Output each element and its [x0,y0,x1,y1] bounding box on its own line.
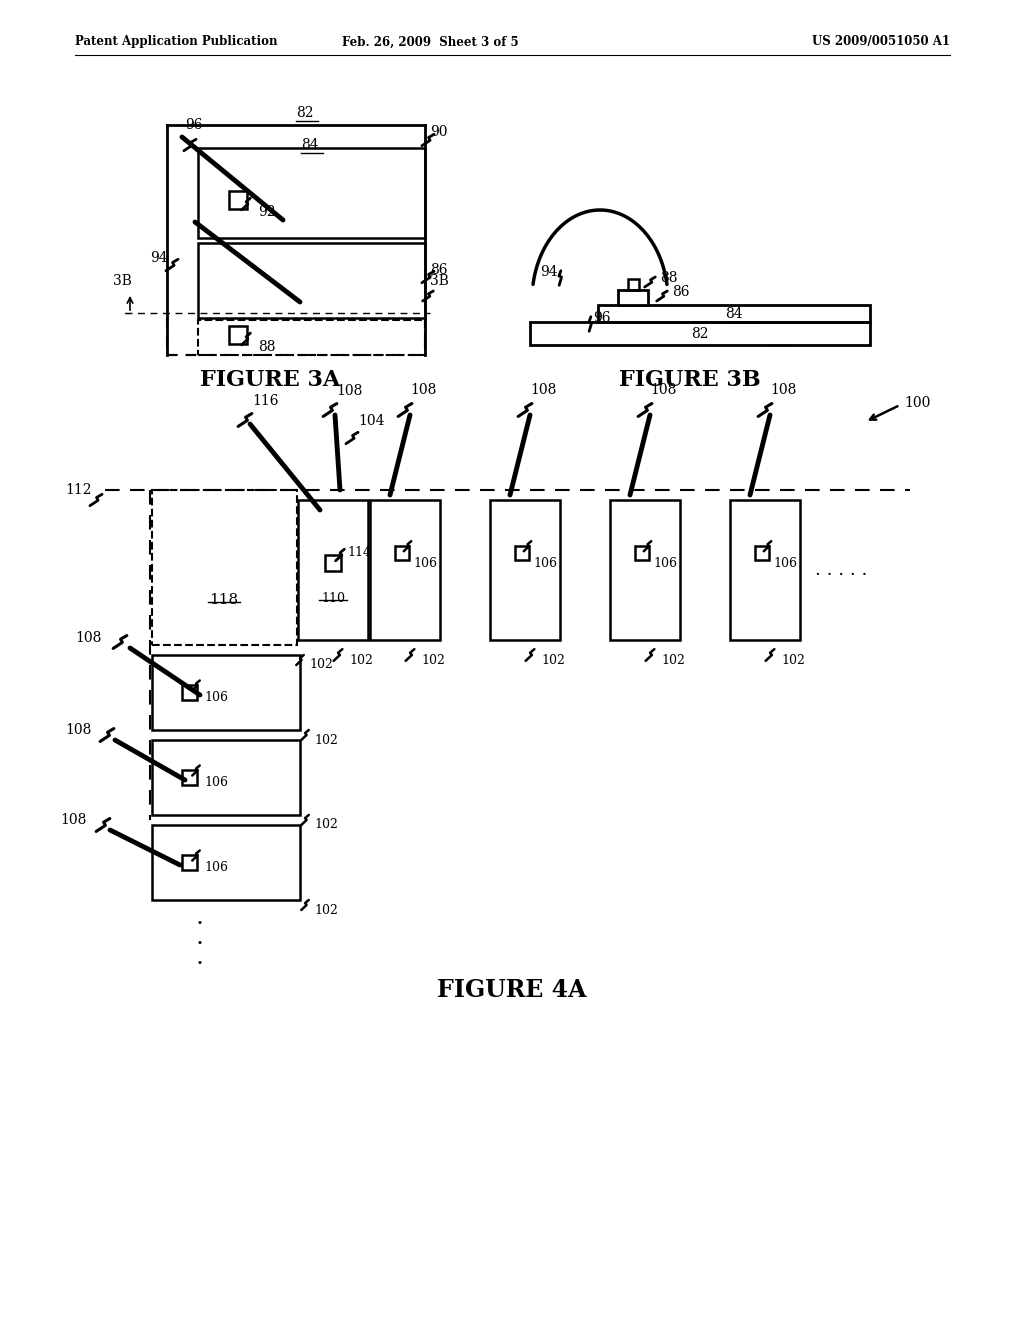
Text: 108: 108 [530,383,556,397]
Bar [152,741,300,814]
Text: 92: 92 [258,205,275,219]
Text: 102: 102 [349,653,373,667]
Bar [618,290,648,305]
Text: 100: 100 [904,396,931,411]
Text: 102: 102 [314,734,338,747]
Bar [598,305,870,322]
Text: 102: 102 [662,653,685,667]
Bar [298,500,368,640]
Bar [181,770,197,785]
Bar [152,490,297,645]
Text: 108: 108 [410,383,436,397]
Text: 102: 102 [314,818,338,832]
Text: 82: 82 [296,106,313,120]
Text: 96: 96 [185,117,203,132]
Text: 102: 102 [314,903,338,916]
Text: 106: 106 [773,557,798,570]
Text: ·: · [196,913,204,936]
Bar [181,855,197,870]
Text: 118: 118 [210,593,239,607]
Bar [152,655,300,730]
Bar [198,243,425,318]
Bar [181,685,197,700]
Text: 106: 106 [653,557,678,570]
Text: 106: 106 [204,690,228,704]
Bar [490,500,560,640]
Bar [610,500,680,640]
Text: 84: 84 [725,306,742,321]
Text: 108: 108 [770,383,797,397]
Text: Feb. 26, 2009  Sheet 3 of 5: Feb. 26, 2009 Sheet 3 of 5 [342,36,518,49]
Bar [530,322,870,345]
Text: 116: 116 [252,393,279,408]
Text: ·: · [196,953,204,977]
Text: 94: 94 [151,251,168,265]
Text: FIGURE 3A: FIGURE 3A [200,370,340,391]
Text: 90: 90 [430,125,447,139]
Text: 88: 88 [660,271,678,285]
Text: . . . . .: . . . . . [815,561,867,579]
Text: 108: 108 [650,383,677,397]
Bar [394,546,409,560]
Bar [152,825,300,900]
Text: 94: 94 [541,265,558,279]
Text: 110: 110 [321,591,345,605]
Text: 106: 106 [534,557,557,570]
Text: US 2009/0051050 A1: US 2009/0051050 A1 [812,36,950,49]
Text: Patent Application Publication: Patent Application Publication [75,36,278,49]
Text: 106: 106 [204,776,228,789]
Bar [628,279,639,290]
Text: 112: 112 [66,483,92,498]
Bar [514,546,528,560]
Bar [370,500,440,640]
Text: 102: 102 [421,653,444,667]
Text: 114: 114 [347,546,371,560]
Bar [325,554,341,572]
Text: 102: 102 [309,659,333,672]
Text: 108: 108 [60,813,86,828]
Text: 106: 106 [204,861,228,874]
Text: 108: 108 [65,723,91,737]
Bar [635,546,648,560]
Bar [730,500,800,640]
Text: FIGURE 3B: FIGURE 3B [620,370,761,391]
Text: 86: 86 [430,263,447,277]
Text: 86: 86 [672,285,689,300]
Text: 108: 108 [75,631,101,645]
Bar [198,319,425,355]
Text: 84: 84 [301,139,318,152]
Text: ·: · [196,933,204,957]
Text: 104: 104 [358,414,384,428]
Text: 102: 102 [541,653,565,667]
Text: 96: 96 [593,312,610,325]
Bar [229,326,247,345]
Text: 108: 108 [336,384,362,399]
Text: FIGURE 4A: FIGURE 4A [437,978,587,1002]
Bar [755,546,768,560]
Text: 106: 106 [414,557,437,570]
Text: 3B: 3B [113,275,131,288]
Text: 3B: 3B [430,275,449,288]
Bar [229,191,247,209]
Text: 82: 82 [691,326,709,341]
Text: 88: 88 [258,341,275,354]
Text: 102: 102 [781,653,805,667]
Bar [198,148,425,238]
